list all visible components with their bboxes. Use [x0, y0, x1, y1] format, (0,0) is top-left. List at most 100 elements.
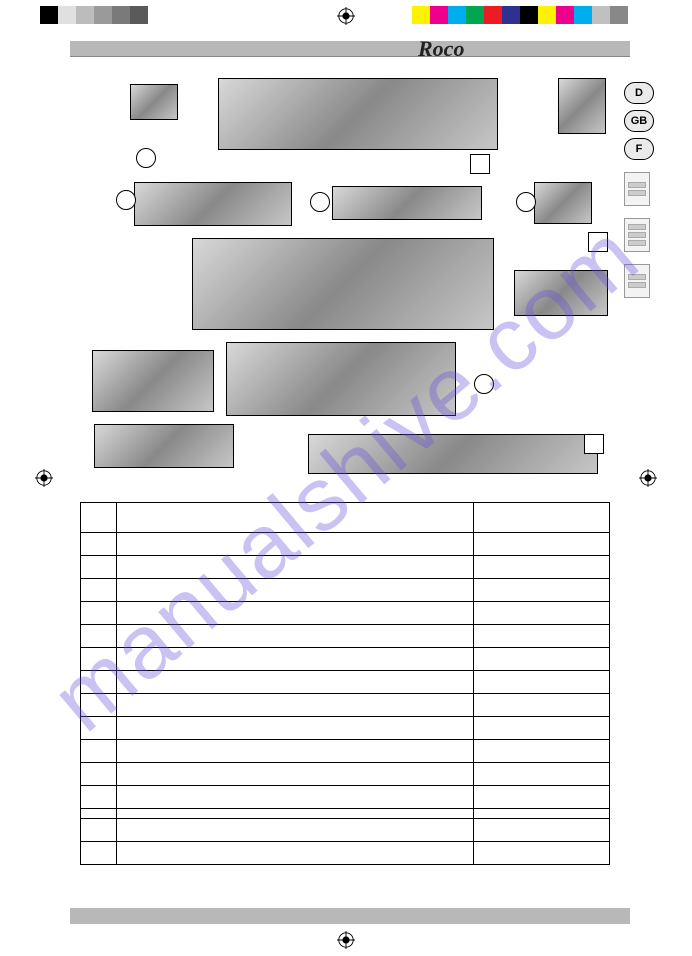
- table-row: [81, 533, 610, 556]
- header-cell: [474, 503, 610, 533]
- part-desc-cell: [116, 671, 473, 694]
- table-row: [81, 694, 610, 717]
- part-number-square-1: [588, 232, 608, 252]
- registration-mark-bottom: [336, 930, 356, 950]
- color-bar-left: [40, 6, 148, 24]
- part-code-cell: [474, 842, 610, 865]
- color-swatch: [502, 6, 520, 24]
- header-cell: [81, 503, 117, 533]
- part-illustration-2: [218, 78, 498, 150]
- color-swatch: [592, 6, 610, 24]
- table-row: [81, 842, 610, 865]
- part-number-circle-1: [136, 148, 156, 168]
- registration-mark-top: [336, 6, 356, 26]
- part-number-square-2: [584, 434, 604, 454]
- part-number-cell: [81, 579, 117, 602]
- table-row: [81, 648, 610, 671]
- part-number-cell: [81, 602, 117, 625]
- color-swatch: [112, 6, 130, 24]
- part-number-cell: [81, 694, 117, 717]
- part-number-cell: [81, 786, 117, 809]
- parts-diagram-area: [80, 78, 610, 473]
- color-swatch: [520, 6, 538, 24]
- part-code-cell: [474, 740, 610, 763]
- registration-mark-right: [638, 468, 658, 488]
- header-band: [70, 41, 630, 57]
- part-number-circle-5: [474, 374, 494, 394]
- part-number-cell: [81, 842, 117, 865]
- part-code-cell: [474, 602, 610, 625]
- part-code-cell: [474, 579, 610, 602]
- color-swatch: [130, 6, 148, 24]
- part-code-cell: [474, 763, 610, 786]
- table-row: [81, 625, 610, 648]
- color-swatch: [94, 6, 112, 24]
- part-desc-cell: [116, 556, 473, 579]
- part-number-cell: [81, 763, 117, 786]
- lang-button-gb[interactable]: GB: [624, 110, 654, 132]
- part-illustration-1: [130, 84, 178, 120]
- part-desc-cell: [116, 740, 473, 763]
- part-desc-cell: [116, 717, 473, 740]
- side-icon-1: [624, 172, 650, 206]
- table-row: [81, 602, 610, 625]
- part-number-circle-2: [116, 190, 136, 210]
- table-row: [81, 556, 610, 579]
- part-desc-cell: [116, 625, 473, 648]
- color-swatch: [574, 6, 592, 24]
- part-code-cell: [474, 556, 610, 579]
- part-number-circle-3: [310, 192, 330, 212]
- part-illustration-12: [308, 434, 598, 474]
- language-column: D GB F: [624, 82, 658, 298]
- lang-button-d[interactable]: D: [624, 82, 654, 104]
- parts-table: [80, 502, 610, 865]
- part-number-cell: [81, 556, 117, 579]
- part-illustration-9: [92, 350, 214, 412]
- color-swatch: [610, 6, 628, 24]
- color-swatch: [412, 6, 430, 24]
- table-row: [81, 763, 610, 786]
- part-number-cell: [81, 648, 117, 671]
- table-row: [81, 786, 610, 809]
- brand-logo: Roco: [418, 36, 464, 62]
- table-row: [81, 819, 610, 842]
- part-illustration-10: [226, 342, 456, 416]
- part-illustration-3: [558, 78, 606, 134]
- part-code-cell: [474, 819, 610, 842]
- color-swatch: [466, 6, 484, 24]
- table-spacer-row: [81, 809, 610, 819]
- part-number-cell: [81, 625, 117, 648]
- part-code-cell: [474, 625, 610, 648]
- color-swatch: [58, 6, 76, 24]
- part-desc-cell: [116, 579, 473, 602]
- part-number-circle-4: [516, 192, 536, 212]
- color-swatch: [76, 6, 94, 24]
- part-desc-cell: [116, 842, 473, 865]
- part-illustration-11: [94, 424, 234, 468]
- color-swatch: [484, 6, 502, 24]
- table-row: [81, 740, 610, 763]
- part-illustration-5: [332, 186, 482, 220]
- header-cell: [116, 503, 473, 533]
- side-icon-2: [624, 218, 650, 252]
- table-header-row: [81, 503, 610, 533]
- part-desc-cell: [116, 763, 473, 786]
- part-code-cell: [474, 786, 610, 809]
- registration-mark-left: [34, 468, 54, 488]
- color-swatch: [556, 6, 574, 24]
- part-desc-cell: [116, 786, 473, 809]
- part-number-cell: [81, 819, 117, 842]
- part-illustration-4: [134, 182, 292, 226]
- part-desc-cell: [116, 533, 473, 556]
- table-row: [81, 579, 610, 602]
- color-swatch: [538, 6, 556, 24]
- part-code-cell: [474, 533, 610, 556]
- part-code-cell: [474, 671, 610, 694]
- part-desc-cell: [116, 602, 473, 625]
- color-swatch: [40, 6, 58, 24]
- part-number-square-3: [470, 154, 490, 174]
- table-row: [81, 717, 610, 740]
- color-swatch: [448, 6, 466, 24]
- color-bar-right: [412, 6, 628, 24]
- lang-button-f[interactable]: F: [624, 138, 654, 160]
